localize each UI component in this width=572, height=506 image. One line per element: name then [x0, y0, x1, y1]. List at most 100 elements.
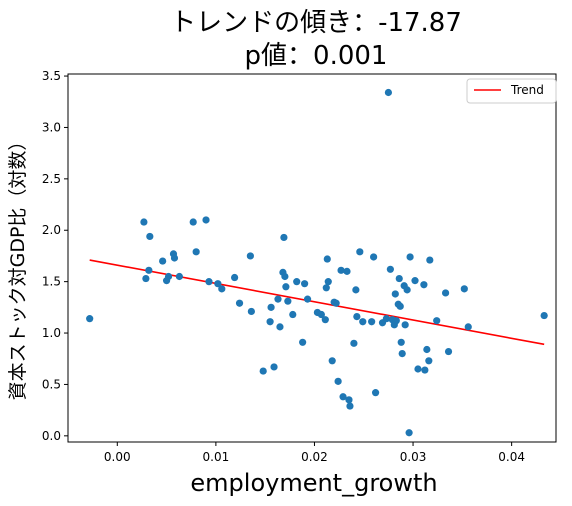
scatter-point: [282, 283, 290, 291]
scatter-point: [350, 339, 358, 347]
scatter-point: [214, 280, 222, 288]
scatter-point: [396, 302, 404, 310]
scatter-point: [189, 218, 197, 226]
scatter-point: [259, 367, 267, 375]
scatter-point: [289, 310, 297, 319]
scatter-point: [270, 363, 278, 371]
scatter-point: [246, 252, 254, 260]
scatter-point: [202, 216, 210, 224]
x-tick-label: 0.01: [203, 450, 230, 464]
scatter-point: [420, 281, 428, 289]
scatter-point: [441, 289, 450, 297]
scatter-point: [411, 277, 419, 285]
scatter-point: [356, 248, 364, 256]
scatter-point: [267, 303, 275, 311]
scatter-point: [368, 318, 376, 326]
plot-area: 0.00 0.01 0.02 0.03 0.04 0.0 0.5 1.0 1.5 2.0 2.5 3.…: [42, 69, 557, 464]
chart-title-line-1: トレンドの傾き：-17.87: [170, 8, 462, 38]
trend-line: [89, 259, 545, 346]
y-tick-label: 2.5: [42, 172, 61, 186]
scatter-point: [397, 338, 405, 346]
x-tick-label: 0.04: [498, 450, 525, 464]
scatter-point: [86, 315, 94, 323]
x-axis-label: employment_growth: [190, 469, 437, 497]
scatter-point: [175, 272, 184, 281]
scatter-point: [324, 278, 332, 286]
scatter-point: [142, 274, 150, 283]
chart-title-line-2: p値：0.001: [245, 41, 388, 71]
scatter-point: [353, 312, 361, 321]
scatter-point: [345, 396, 353, 404]
scatter-point: [301, 280, 309, 288]
scatter-point: [284, 297, 292, 305]
scatter-point: [346, 402, 354, 410]
scatter-point: [343, 267, 351, 275]
scatter-point: [444, 347, 453, 356]
scatter-point: [205, 278, 213, 286]
scatter-point: [391, 290, 399, 298]
scatter-point: [281, 272, 289, 281]
scatter-point: [170, 254, 179, 262]
y-tick-label: 3.0: [42, 120, 61, 134]
scatter-point: [460, 285, 468, 293]
scatter-point: [303, 295, 312, 303]
scatter-point: [359, 318, 367, 326]
scatter-point: [145, 266, 153, 274]
scatter-point: [414, 365, 422, 373]
x-tick-label: 0.03: [400, 450, 427, 464]
scatter-point: [332, 299, 340, 307]
scatter-point: [231, 273, 239, 282]
scatter-point: [276, 323, 284, 331]
scatter-point: [401, 321, 409, 329]
legend: Trend: [466, 78, 557, 104]
y-tick-label: 3.5: [42, 69, 61, 83]
scatter-point: [395, 274, 403, 283]
y-axis-label: 資本ストック対GDP比（対数）: [7, 132, 29, 401]
scatter-point: [433, 317, 441, 325]
y-tick-label: 2.0: [42, 223, 61, 237]
scatter-point: [274, 295, 282, 303]
scatter-point: [247, 307, 255, 316]
scatter-point: [321, 316, 329, 324]
x-tick-label: 0.00: [104, 450, 131, 464]
scatter-point: [403, 286, 411, 294]
scatter-point: [405, 429, 413, 437]
scatter-point: [423, 345, 431, 354]
scatter-point: [299, 338, 307, 346]
scatter-point: [140, 218, 148, 226]
scatter-point: [146, 232, 154, 241]
scatter-point: [425, 357, 433, 365]
scatter-point: [328, 357, 336, 365]
scatter-point: [426, 256, 434, 264]
scatter-point: [540, 311, 548, 320]
axes-frame: [67, 73, 557, 443]
scatter-point: [322, 284, 330, 292]
scatter-point: [159, 257, 167, 265]
x-tick-label: 0.02: [301, 450, 328, 464]
scatter-point: [192, 248, 200, 256]
scatter-point: [323, 255, 331, 263]
scatter-point: [352, 286, 360, 294]
legend-trend-label: Trend: [510, 83, 544, 97]
scatter-point: [218, 285, 226, 293]
scatter-point: [386, 265, 394, 273]
scatter-point: [293, 278, 301, 286]
y-tick-label: 0.0: [42, 429, 61, 443]
scatter-point: [334, 377, 342, 385]
scatter-point: [370, 253, 378, 261]
scatter-point: [392, 317, 400, 325]
scatter-point: [371, 389, 380, 397]
scatter-point: [464, 323, 472, 331]
scatter-point: [317, 310, 325, 319]
scatter-point: [339, 393, 347, 401]
scatter-point: [266, 318, 274, 326]
y-tick-label: 1.0: [42, 326, 61, 340]
scatter-point: [421, 366, 429, 374]
legend-box: [466, 78, 557, 104]
scatter-point: [382, 315, 391, 323]
scatter-point: [280, 233, 288, 242]
scatter-point: [337, 266, 345, 274]
scatter-point: [235, 299, 244, 307]
y-tick-label: 1.5: [42, 275, 61, 289]
